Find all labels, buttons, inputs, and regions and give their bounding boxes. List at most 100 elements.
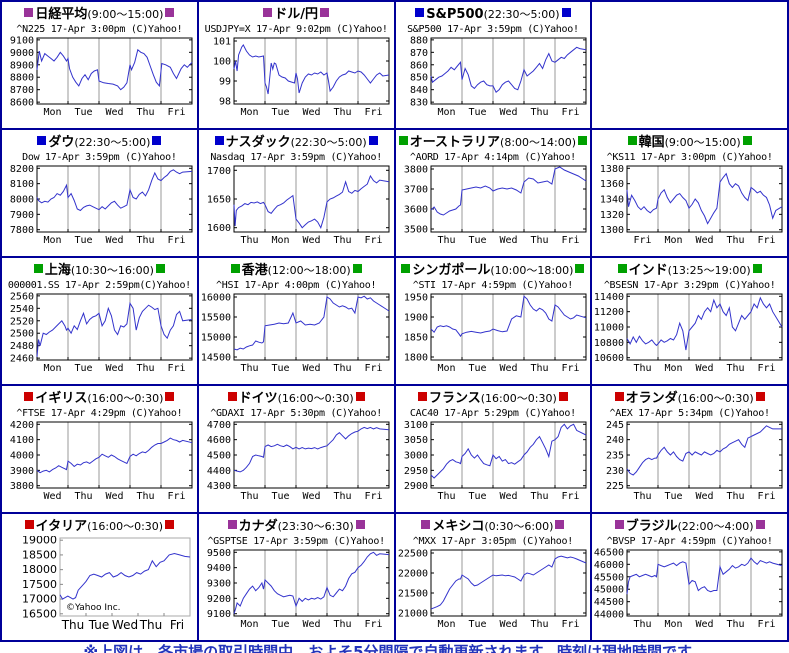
market-trading-hours: (22:00〜4:00)	[677, 520, 754, 533]
x-axis-day-label: Fri	[561, 491, 579, 502]
title-marker-icon	[24, 520, 34, 529]
x-axis-day-label: Mon	[43, 235, 61, 246]
x-axis-day-label: Wed	[105, 363, 123, 374]
title-marker-icon	[558, 392, 568, 401]
price-chart-bsesn[interactable]: 11400 11200 11000 10800 10600 Thu Mon Wed Thu Fri	[594, 292, 784, 380]
market-trading-hours: (16:00〜0:30)	[87, 392, 164, 405]
title-marker-icon	[165, 392, 175, 401]
y-axis-tick-label: 18500	[22, 548, 57, 561]
x-axis-day-label: Thu	[530, 491, 548, 502]
title-marker-icon	[415, 8, 425, 17]
empty-cell	[590, 0, 789, 130]
y-axis-tick-label: 9100	[10, 36, 34, 46]
chart-area: 11400 11200 11000 10800 10600 Thu Mon Wed Thu Fri	[593, 292, 786, 383]
market-title: 韓国	[638, 135, 665, 150]
title-marker-icon	[355, 520, 365, 529]
x-axis-day-label: Wed	[499, 107, 517, 118]
price-chart-hsi[interactable]: 16000 15500 15000 14500 Thu Tue Wed Thu Fri	[201, 292, 391, 380]
x-axis-day-label: Mon	[240, 619, 258, 630]
x-axis-day-label: Tue	[468, 619, 486, 630]
market-trading-hours: (12:00〜18:00)	[267, 264, 351, 277]
market-trading-hours: (9:00〜15:00)	[664, 136, 741, 149]
market-trading-hours: (16:00〜0:30)	[277, 392, 354, 405]
price-chart-aex[interactable]: 245 240 235 230 225 Thu Tue Wed Thu Fri	[594, 420, 784, 508]
x-axis-day-label: Fri	[758, 491, 776, 502]
x-axis-day-label: Fri	[561, 235, 579, 246]
title-marker-icon	[401, 264, 411, 273]
y-axis-tick-label: 19000	[22, 536, 57, 547]
chart-caption: ^STI 17-Apr 4:59pm (C)Yahoo!	[412, 280, 573, 291]
x-axis-day-label: Thu	[634, 363, 652, 374]
title-marker-icon	[214, 136, 224, 145]
market-trading-hours: (16:00〜0:30)	[87, 520, 164, 533]
market-title: フランス	[429, 391, 481, 406]
price-chart-sti[interactable]: 1950 1900 1850 1800 Mon Tue Wed Thu Fri	[398, 292, 588, 380]
x-axis-day-label: Thu	[530, 619, 548, 630]
market-trading-hours: (22:30〜5:00)	[483, 8, 560, 21]
price-chart-nasdaq[interactable]: 1700 1650 1600 Thu Mon Wed Thu Fri	[201, 164, 391, 252]
x-axis-day-label: Thu	[530, 107, 548, 118]
y-axis-tick-label: 1600	[207, 223, 231, 234]
y-axis-tick-label: 4700	[207, 420, 231, 431]
y-axis-tick-label: 44000	[594, 610, 624, 621]
y-axis-tick-label: 22500	[398, 549, 428, 560]
price-chart-gsptse[interactable]: 9500 9400 9300 9200 9100 Mon Tue Wed Thu Fri	[201, 548, 391, 636]
price-chart-aord[interactable]: 3800 3700 3600 3500 Thu Tue Wed Thu Fri	[398, 164, 588, 252]
y-axis-tick-label: 830	[409, 98, 427, 109]
market-cell-ftse: イギリス(16:00〜0:30) ^FTSE 17-Apr 4:29pm (C)Y…	[0, 384, 199, 514]
market-cell-aex: オランダ(16:00〜0:30) ^AEX 17-Apr 5:34pm (C)Ya…	[590, 384, 789, 514]
y-axis-tick-label: 1340	[600, 195, 624, 206]
price-chart-cac40[interactable]: 3100 3050 3000 2950 2900 Thu Tue Wed Thu Fri	[398, 420, 588, 508]
chart-caption: ^AEX 17-Apr 5:34pm (C)Yahoo!	[609, 408, 770, 419]
x-axis-day-label: Wed	[696, 491, 714, 502]
market-title-row: カナダ(23:30〜6:30)	[200, 517, 393, 535]
chart-area: 8200 8100 8000 7900 7800 Mon Tue Wed Thu Fri	[3, 164, 196, 255]
y-axis-tick-label: 45500	[594, 572, 624, 583]
market-cell-aord: オーストラリア(8:00〜14:00) ^AORD 17-Apr 4:14pm (…	[393, 128, 593, 258]
title-marker-icon	[320, 8, 329, 17]
x-axis-day-label: Thu	[333, 491, 351, 502]
market-cell-italy: イタリア(16:00〜0:30) 19000 18500 18000 17500 1700…	[0, 512, 199, 642]
y-axis-tick-label: 1650	[207, 195, 231, 206]
y-axis-tick-label: 860	[409, 60, 427, 71]
y-axis-tick-label: 8100	[10, 179, 34, 190]
market-title-row: メキシコ(0:30〜6:00)	[396, 517, 589, 535]
y-axis-tick-label: 3000	[403, 451, 427, 462]
y-axis-tick-label: 22000	[398, 569, 428, 580]
market-trading-hours: (0:30〜6:00)	[484, 520, 554, 533]
x-axis-day-label: Wed	[696, 235, 714, 246]
x-axis-day-label: Wed	[696, 363, 714, 374]
y-axis-tick-label: 3700	[403, 185, 427, 196]
x-axis-day-label: Tue	[88, 618, 110, 632]
x-axis-day-label: Tue	[468, 491, 486, 502]
market-title: ダウ	[48, 135, 75, 150]
y-axis-tick-label: 245	[606, 420, 624, 431]
y-axis-tick-label: 3050	[403, 435, 427, 446]
price-chart-ks11[interactable]: 1380 1360 1340 1320 1300 Fri Mon Wed Thu Fri	[594, 164, 784, 252]
x-axis-day-label: Mon	[240, 107, 258, 118]
footer-note-row: ※上図は、各市場の取引時間中、およそ5分間隔で自動更新されます。時刻は現地時間で…	[0, 642, 789, 653]
chart-area: 9500 9400 9300 9200 9100 Mon Tue Wed Thu Fri	[200, 548, 393, 639]
chart-area: 1950 1900 1850 1800 Mon Tue Wed Thu Fri	[396, 292, 589, 383]
chart-caption: ^KS11 17-Apr 3:00pm (C)Yahoo!	[606, 152, 773, 163]
title-marker-icon	[752, 264, 762, 273]
y-axis-tick-label: 9100	[207, 609, 231, 620]
price-chart-mxx[interactable]: 22500 22000 21500 21000 Mon Tue Wed Thu Fri	[397, 548, 588, 636]
y-axis-tick-label: 3500	[403, 225, 427, 236]
price-chart-dow[interactable]: 8200 8100 8000 7900 7800 Mon Tue Wed Thu Fri	[4, 164, 194, 252]
y-axis-tick-label: 1700	[207, 166, 231, 177]
y-axis-tick-label: 2900	[403, 481, 427, 492]
market-title-row: 日経平均(9:00〜15:00)	[3, 5, 196, 23]
price-chart-gdaxi[interactable]: 4700 4600 4500 4400 4300 Thu Tue Wed Thu Fri	[201, 420, 391, 508]
price-chart-usdjpy[interactable]: 101 100 99 98 Mon Tue Wed Thu Fri	[201, 36, 391, 124]
price-chart-ftse[interactable]: 4200 4100 4000 3900 3800 Wed Thu Wed Thu Fri	[4, 420, 194, 508]
y-axis-tick-label: 870	[409, 48, 427, 59]
x-axis-day-label: Thu	[136, 235, 154, 246]
